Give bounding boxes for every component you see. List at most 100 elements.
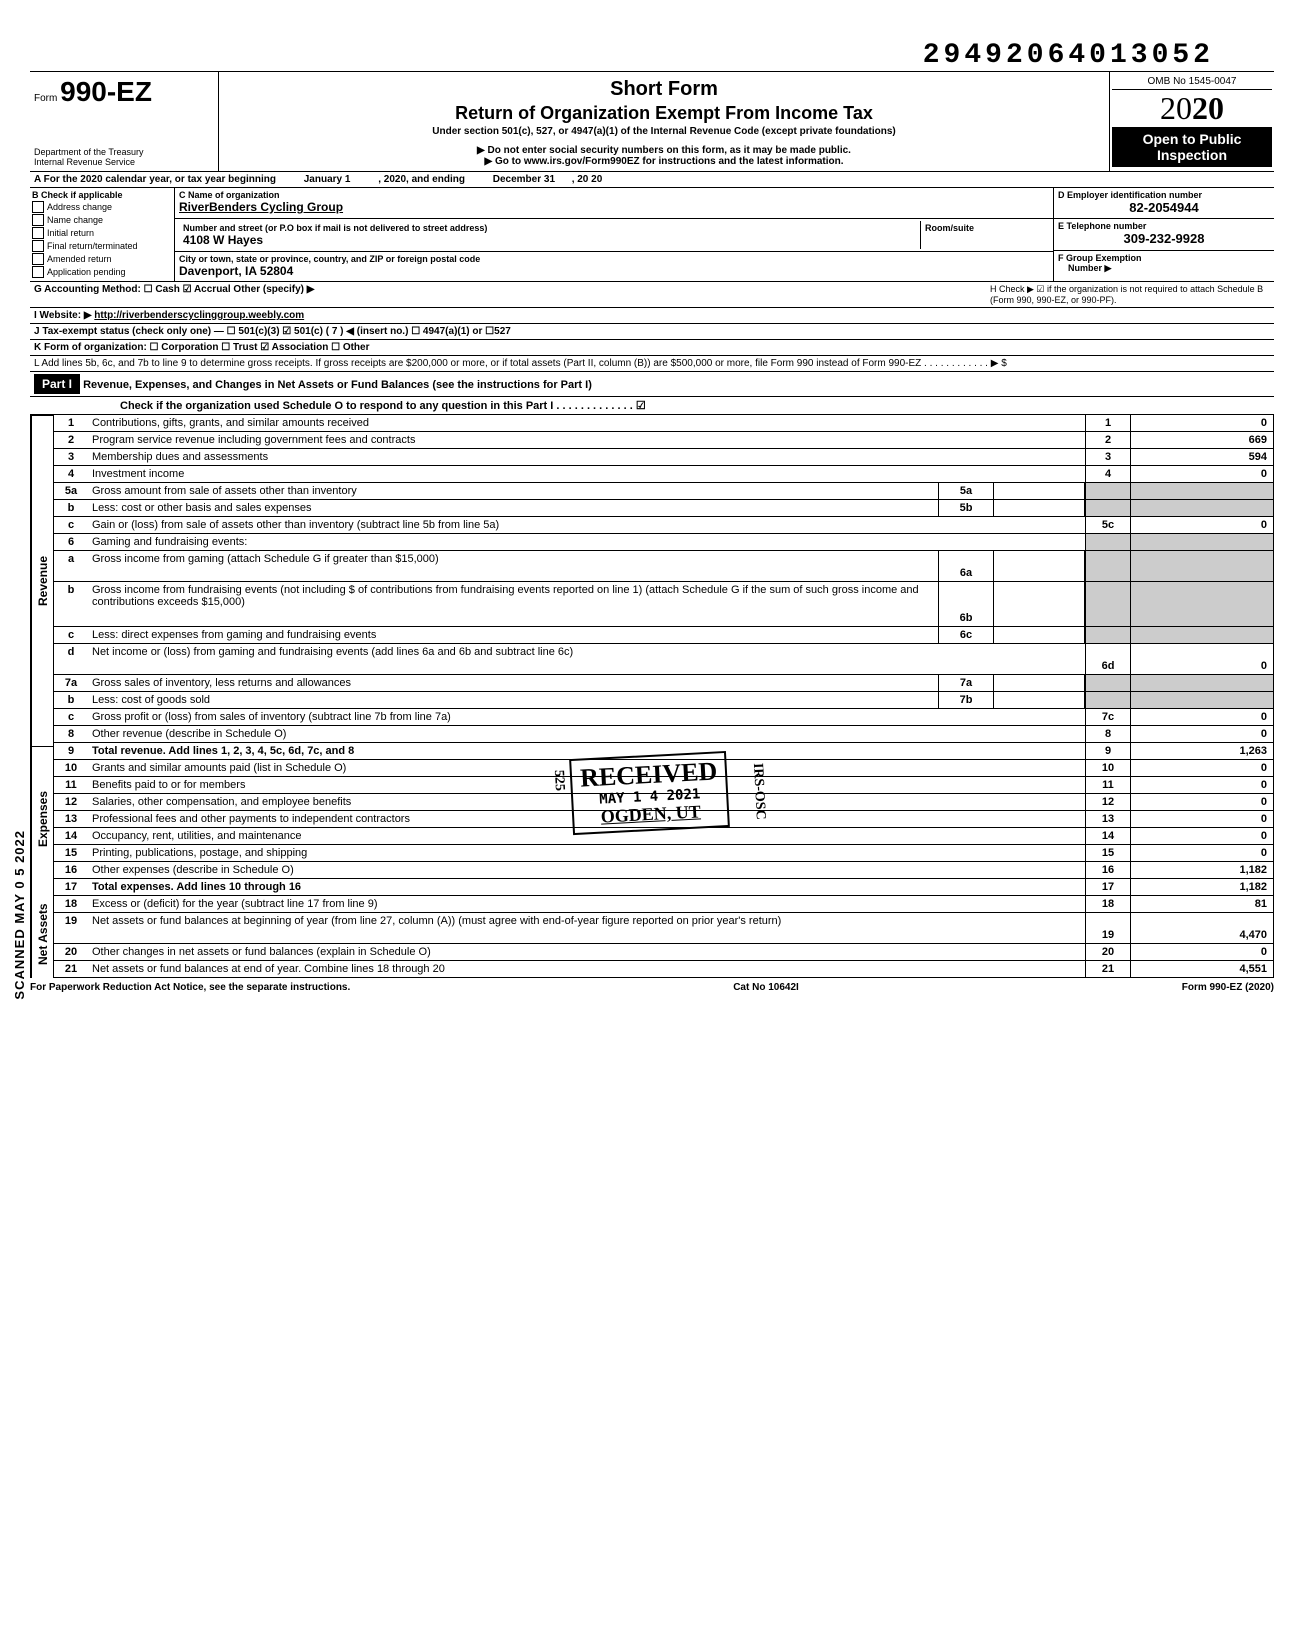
tel-value: 309-232-9928: [1058, 231, 1270, 246]
line-9-desc: Total revenue. Add lines 1, 2, 3, 4, 5c,…: [88, 743, 1085, 759]
line-5a-sub: 5a: [938, 483, 994, 499]
line-7c-desc: Gross profit or (loss) from sales of inv…: [88, 709, 1085, 725]
line-18-val: 81: [1130, 896, 1273, 912]
line-20-desc: Other changes in net assets or fund bala…: [88, 944, 1085, 960]
line-21-val: 4,551: [1130, 961, 1273, 977]
row-a-mid: , 2020, and ending: [378, 174, 465, 185]
row-a-tax-year: A For the 2020 calendar year, or tax yea…: [30, 172, 1274, 188]
website-url: http://riverbenderscyclinggroup.weebly.c…: [94, 310, 304, 321]
line-6c-sub: 6c: [938, 627, 994, 643]
checkbox-icon[interactable]: [32, 201, 44, 213]
line-5b-sub: 5b: [938, 500, 994, 516]
line-2-desc: Program service revenue including govern…: [88, 432, 1085, 448]
addr-label: Number and street (or P.O box if mail is…: [183, 223, 916, 233]
line-10-desc: Grants and similar amounts paid (list in…: [88, 760, 1085, 776]
line-19-desc: Net assets or fund balances at beginning…: [88, 913, 1085, 943]
row-j-tax-status: J Tax-exempt status (check only one) — ☐…: [34, 326, 511, 337]
line-12-desc: Salaries, other compensation, and employ…: [88, 794, 1085, 810]
line-1-val: 0: [1130, 415, 1273, 431]
title-main: Return of Organization Exempt From Incom…: [227, 103, 1101, 124]
col-b-title: B Check if applicable: [32, 190, 172, 200]
line-4-desc: Investment income: [88, 466, 1085, 482]
form-header: Form 990-EZ Department of the Treasury I…: [30, 71, 1274, 172]
ein-label: D Employer identification number: [1058, 190, 1270, 200]
line-7c-val: 0: [1130, 709, 1273, 725]
subtitle: Under section 501(c), 527, or 4947(a)(1)…: [227, 126, 1101, 137]
line-4-val: 0: [1130, 466, 1273, 482]
line-2-val: 669: [1130, 432, 1273, 448]
line-9-val: 1,263: [1130, 743, 1273, 759]
line-16-desc: Other expenses (describe in Schedule O): [88, 862, 1085, 878]
line-1-desc: Contributions, gifts, grants, and simila…: [88, 415, 1085, 431]
side-label-expenses: Expenses: [31, 746, 54, 890]
city-label: City or town, state or province, country…: [179, 254, 1049, 264]
form-prefix: Form: [34, 93, 57, 104]
footer-form: Form 990-EZ (2020): [1182, 982, 1274, 993]
footer-left: For Paperwork Reduction Act Notice, see …: [30, 982, 350, 993]
part-1-header: Part I Revenue, Expenses, and Changes in…: [30, 372, 1274, 397]
line-11-desc: Benefits paid to or for members: [88, 777, 1085, 793]
chk-address: Address change: [47, 202, 112, 212]
row-k-org-form: K Form of organization: ☐ Corporation ☐ …: [34, 342, 370, 353]
checkbox-icon[interactable]: [32, 214, 44, 226]
note-url: ▶ Go to www.irs.gov/Form990EZ for instru…: [227, 156, 1101, 167]
line-6d-val: 0: [1130, 644, 1273, 674]
line-11-val: 0: [1130, 777, 1273, 793]
line-15-val: 0: [1130, 845, 1273, 861]
checkbox-icon[interactable]: [32, 253, 44, 265]
ein-value: 82-2054944: [1058, 200, 1270, 215]
row-h-schedule-b: H Check ▶ ☑ if the organization is not r…: [990, 284, 1270, 305]
org-name-label: C Name of organization: [179, 190, 1049, 200]
group-exemption-number: Number ▶: [1058, 263, 1270, 274]
row-a-suffix: , 20 20: [572, 174, 603, 185]
chk-amended: Amended return: [47, 254, 112, 264]
row-i-label: I Website: ▶: [34, 310, 92, 321]
page-footer: For Paperwork Reduction Act Notice, see …: [30, 978, 1274, 997]
line-5a-desc: Gross amount from sale of assets other t…: [88, 483, 938, 499]
tel-label: E Telephone number: [1058, 221, 1270, 231]
dept-line2: Internal Revenue Service: [34, 157, 214, 167]
line-14-desc: Occupancy, rent, utilities, and maintena…: [88, 828, 1085, 844]
part-1-title: Revenue, Expenses, and Changes in Net As…: [83, 379, 592, 391]
room-label: Room/suite: [925, 223, 1045, 233]
line-7a-desc: Gross sales of inventory, less returns a…: [88, 675, 938, 691]
year-prefix: 20: [1160, 90, 1192, 126]
city-value: Davenport, IA 52804: [179, 264, 1049, 278]
line-17-val: 1,182: [1130, 879, 1273, 895]
line-13-desc: Professional fees and other payments to …: [88, 811, 1085, 827]
line-7b-desc: Less: cost of goods sold: [88, 692, 938, 708]
line-6c-desc: Less: direct expenses from gaming and fu…: [88, 627, 938, 643]
col-d-ids: D Employer identification number 82-2054…: [1053, 188, 1274, 281]
line-18-desc: Excess or (deficit) for the year (subtra…: [88, 896, 1085, 912]
part-1-check: Check if the organization used Schedule …: [30, 397, 1274, 415]
row-a-begin: January 1: [304, 174, 351, 185]
line-10-val: 0: [1130, 760, 1273, 776]
form-number: 990-EZ: [60, 76, 152, 107]
line-6d-desc: Net income or (loss) from gaming and fun…: [88, 644, 1085, 674]
addr-value: 4108 W Hayes: [183, 233, 916, 247]
line-13-val: 0: [1130, 811, 1273, 827]
line-14-val: 0: [1130, 828, 1273, 844]
line-6-desc: Gaming and fundraising events:: [88, 534, 1085, 550]
chk-pending: Application pending: [47, 267, 126, 277]
line-7b-sub: 7b: [938, 692, 994, 708]
row-g-accounting: G Accounting Method: ☐ Cash ☑ Accrual Ot…: [34, 284, 314, 305]
line-8-desc: Other revenue (describe in Schedule O): [88, 726, 1085, 742]
part-1-label: Part I: [34, 374, 80, 394]
line-6b-desc: Gross income from fundraising events (no…: [88, 582, 938, 626]
footer-cat-no: Cat No 10642I: [733, 982, 799, 993]
line-12-val: 0: [1130, 794, 1273, 810]
col-c-org-info: C Name of organization RiverBenders Cycl…: [175, 188, 1053, 281]
side-label-revenue: Revenue: [31, 415, 54, 746]
checkbox-icon[interactable]: [32, 227, 44, 239]
line-5c-val: 0: [1130, 517, 1273, 533]
row-a-end: December 31: [493, 174, 555, 185]
dept-line1: Department of the Treasury: [34, 147, 214, 157]
line-16-val: 1,182: [1130, 862, 1273, 878]
checkbox-icon[interactable]: [32, 266, 44, 278]
checkbox-icon[interactable]: [32, 240, 44, 252]
inspection-line2: Inspection: [1116, 147, 1268, 163]
scanned-stamp: SCANNED MAY 0 5 2022: [12, 830, 27, 1000]
row-a-prefix: A For the 2020 calendar year, or tax yea…: [34, 174, 276, 185]
line-8-val: 0: [1130, 726, 1273, 742]
